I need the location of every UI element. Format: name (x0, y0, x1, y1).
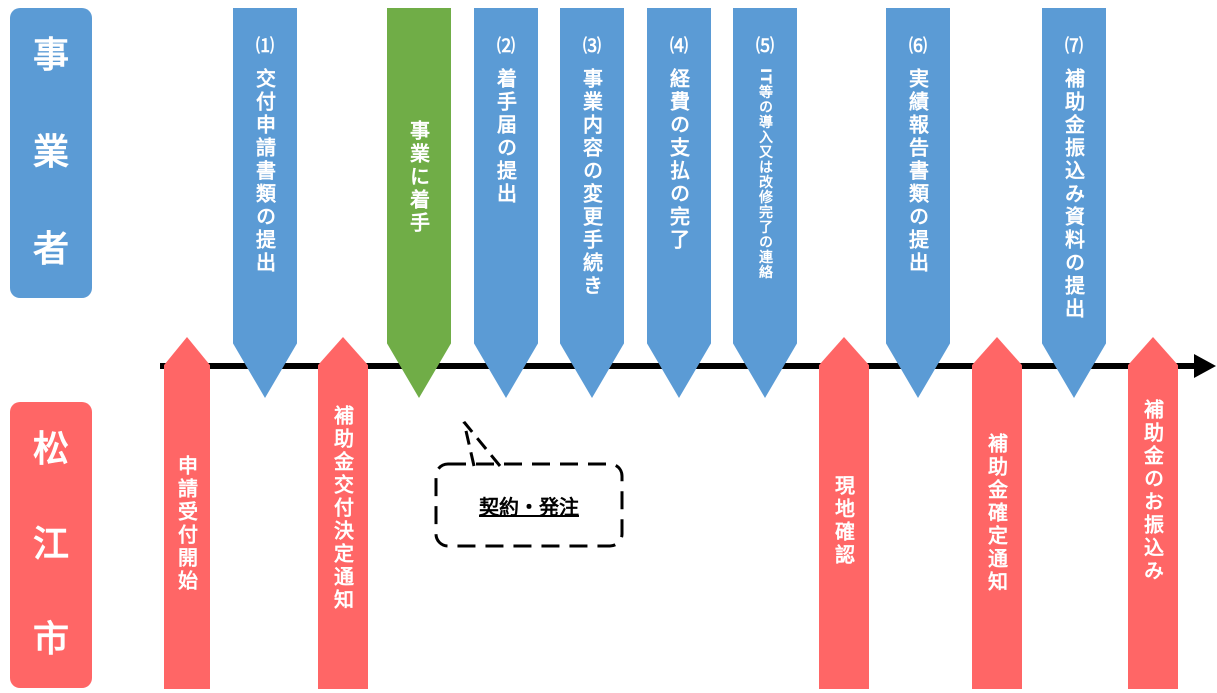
city-actor-char: 松 (32, 428, 69, 470)
step-label: 実績報告書類の提出 (905, 68, 930, 275)
business-step-5: ⑸ IT等の導入又は改修完了の連絡 (733, 8, 797, 398)
business-step-2: ⑵ 着手届の提出 (474, 8, 538, 398)
business-step-4: ⑷ 経費の支払の完了 (647, 8, 711, 398)
business-step-1: ⑴ 交付申請書類の提出 (233, 8, 297, 398)
step-label: IT等の導入又は改修完了の連絡 (757, 68, 773, 280)
business-step-start: 事業に着手 (387, 8, 451, 398)
contract-callout: 契約・発注 (434, 421, 624, 548)
city-step-4: 補助金確定通知 (972, 337, 1022, 689)
step-number: ⑹ (909, 36, 927, 57)
business-step-6: ⑹ 実績報告書類の提出 (886, 8, 950, 398)
business-step-3: ⑶ 事業内容の変更手続き (560, 8, 624, 398)
city-step-5: 補助金のお振込み (1128, 337, 1178, 689)
step-number: ⑸ (756, 36, 774, 57)
city-actor-box: 松 江 市 (10, 402, 92, 688)
business-actor-char: 事 (32, 35, 69, 77)
business-step-7: ⑺ 補助金振込み資料の提出 (1042, 8, 1106, 398)
step-number: ⑶ (583, 36, 601, 57)
business-actor-char: 業 (32, 131, 69, 173)
business-actor-char: 者 (32, 228, 69, 270)
city-actor-char: 江 (32, 523, 69, 565)
city-step-3: 現地確認 (819, 337, 869, 689)
step-label: 事業内容の変更手続き (579, 68, 604, 298)
city-step-1: 申請受付開始 (164, 337, 210, 689)
step-number: ⑺ (1065, 36, 1083, 57)
step-label: 着手届の提出 (493, 68, 518, 206)
step-label: 補助金のお振込み (1140, 399, 1165, 583)
callout-outline (434, 421, 624, 548)
timeline-arrowhead (1194, 354, 1216, 378)
step-number: ⑴ (256, 36, 274, 57)
step-label: 補助金交付決定通知 (330, 405, 355, 612)
city-actor-char: 市 (32, 619, 69, 661)
step-number: ⑷ (670, 36, 688, 57)
step-label: 現地確認 (831, 475, 856, 567)
step-label: 経費の支払の完了 (666, 68, 691, 252)
step-label: 補助金確定通知 (984, 433, 1009, 594)
city-step-2: 補助金交付決定通知 (318, 337, 368, 689)
step-label: 補助金振込み資料の提出 (1061, 68, 1086, 321)
step-label: 申請受付開始 (174, 455, 199, 593)
step-label: 事業に着手 (406, 120, 431, 235)
step-number: ⑵ (497, 36, 515, 57)
business-actor-box: 事 業 者 (10, 8, 92, 298)
step-label: 交付申請書類の提出 (252, 68, 277, 275)
callout-label: 契約・発注 (479, 494, 579, 519)
